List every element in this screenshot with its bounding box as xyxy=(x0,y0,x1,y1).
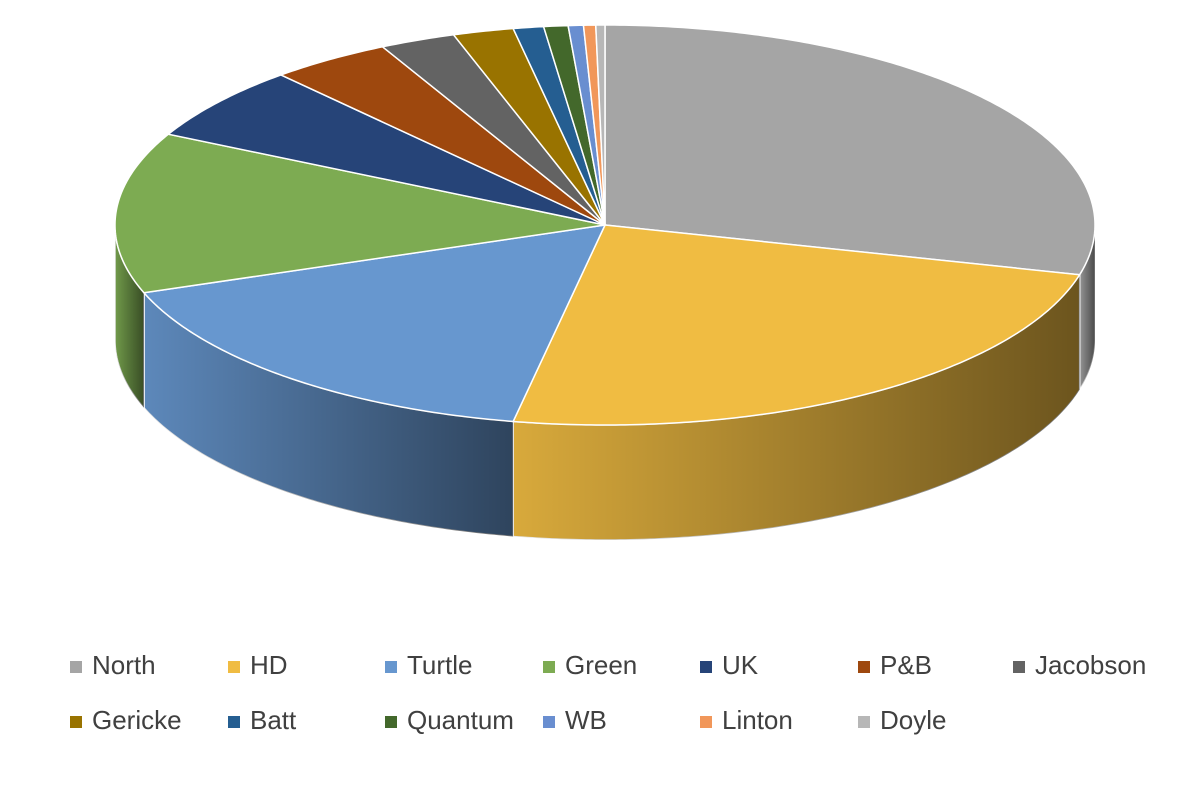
legend-swatch xyxy=(70,716,82,728)
legend-swatch xyxy=(543,716,555,728)
legend-swatch xyxy=(228,716,240,728)
legend-swatch xyxy=(700,661,712,673)
slice xyxy=(166,74,606,226)
slice-side-shade xyxy=(1079,225,1095,390)
legend-label: Linton xyxy=(722,705,793,735)
legend-label: Jacobson xyxy=(1035,650,1146,680)
legend-swatch xyxy=(70,661,82,673)
legend-label: Doyle xyxy=(880,705,946,735)
slice-side-shade xyxy=(115,225,144,408)
legend-swatch xyxy=(700,716,712,728)
legend-label: Quantum xyxy=(407,705,514,735)
pie-sides xyxy=(114,224,1096,541)
legend-label: HD xyxy=(250,650,288,680)
legend-swatch xyxy=(1013,661,1025,673)
legend-swatch xyxy=(228,661,240,673)
legend-swatch xyxy=(858,716,870,728)
legend-label: WB xyxy=(565,705,607,735)
slice xyxy=(452,27,606,226)
slice xyxy=(512,25,606,226)
legend-label: Gericke xyxy=(92,705,182,735)
slice xyxy=(380,33,606,226)
legend-swatch xyxy=(858,661,870,673)
slice xyxy=(542,24,606,226)
legend-label: Batt xyxy=(250,705,297,735)
slice xyxy=(114,133,606,294)
slice-side-shade xyxy=(513,274,1080,540)
slice xyxy=(142,224,607,423)
slice xyxy=(278,45,606,226)
slice xyxy=(604,24,1096,276)
legend-swatch xyxy=(385,716,397,728)
legend: North HD Turtle Green UK P&B Jacobson Gericke Ba… xyxy=(70,650,1146,735)
slice xyxy=(512,224,1081,426)
legend-label: Green xyxy=(565,650,637,680)
legend-swatch xyxy=(385,661,397,673)
slice-side-shade xyxy=(143,292,514,537)
legend-label: UK xyxy=(722,650,759,680)
legend-label: P&B xyxy=(880,650,932,680)
pie-tops xyxy=(114,24,1096,426)
legend-swatch xyxy=(543,661,555,673)
legend-label: Turtle xyxy=(407,650,473,680)
legend-label: North xyxy=(92,650,156,680)
slice xyxy=(594,24,606,226)
